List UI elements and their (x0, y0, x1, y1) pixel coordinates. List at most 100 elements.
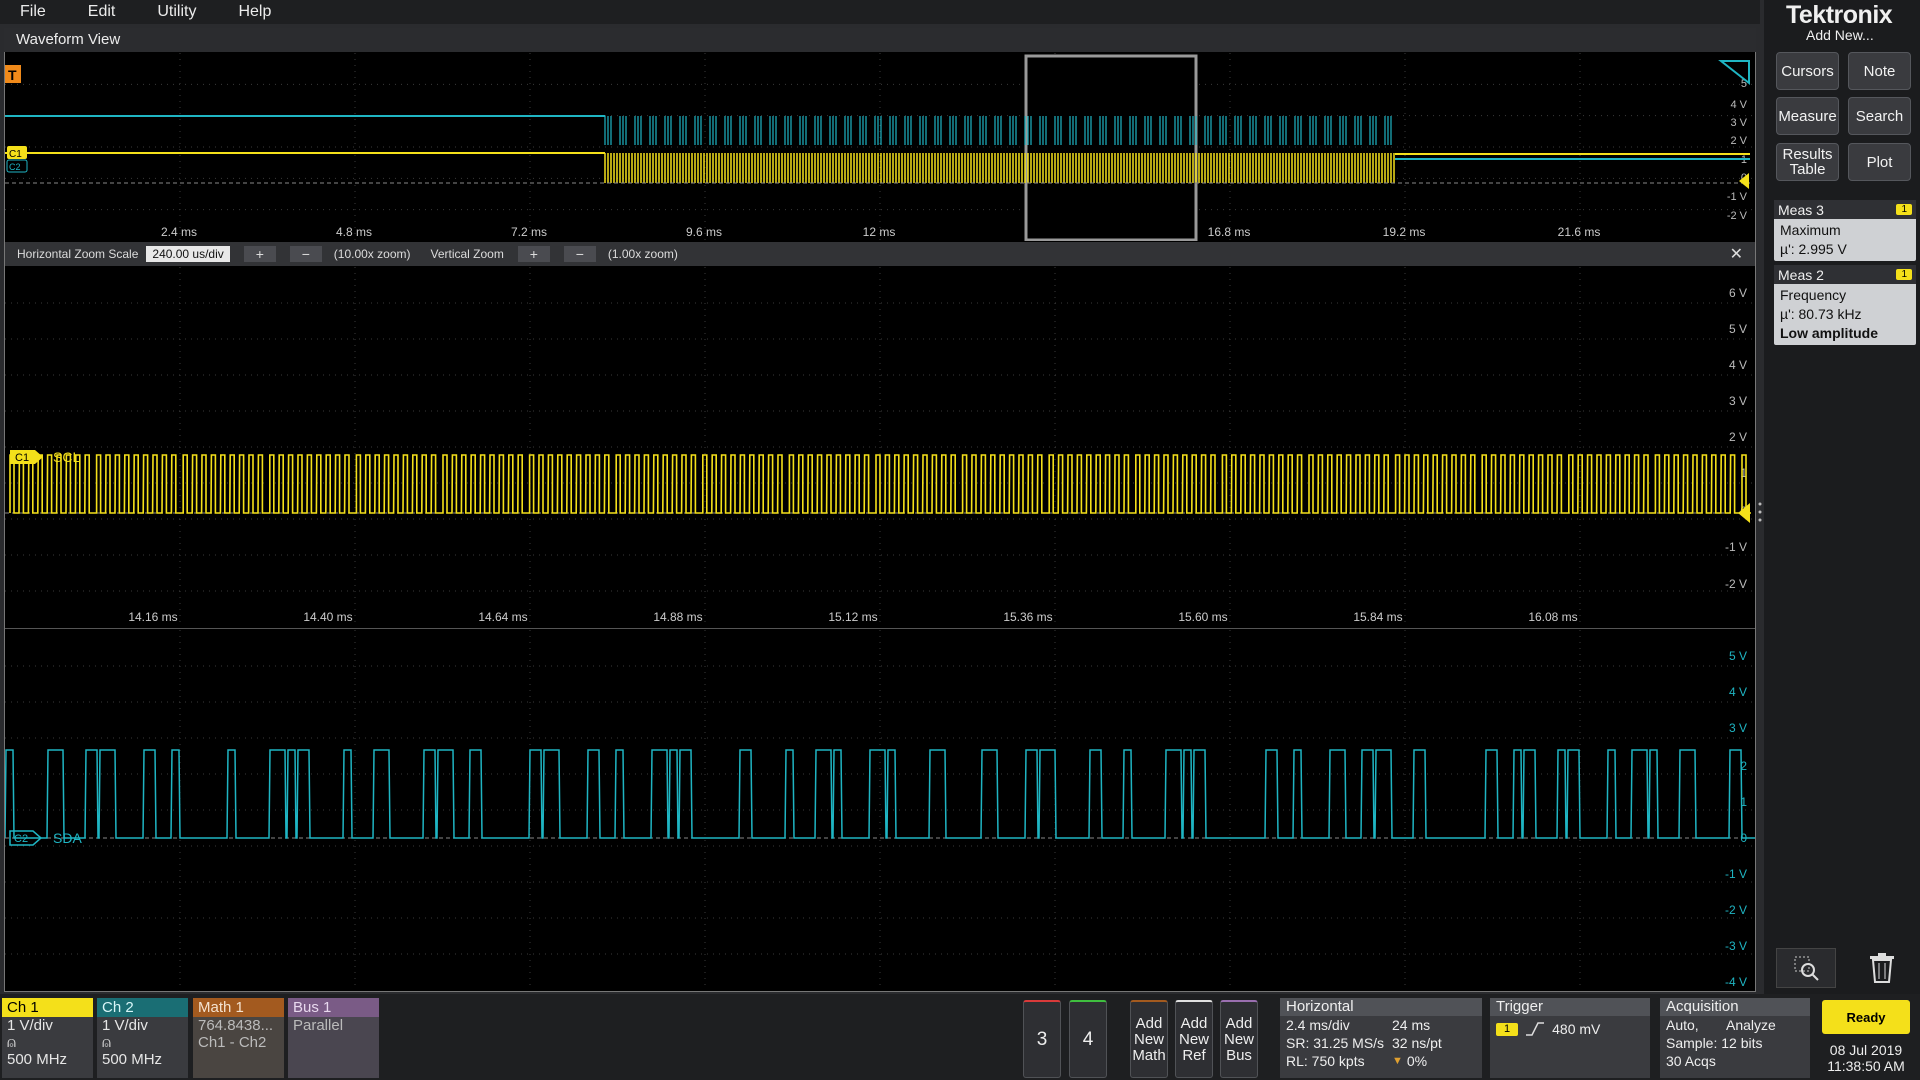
add-bus-l2: New (1223, 1030, 1254, 1048)
acquisition-title: Acquisition (1660, 998, 1810, 1016)
meas3-source-badge: 1 (1896, 204, 1912, 215)
meas3-type: Maximum (1780, 222, 1841, 238)
zoom-tool-button[interactable] (1776, 948, 1836, 988)
ready-status[interactable]: Ready (1822, 1000, 1910, 1034)
math1-expression: Ch1 - Ch2 (198, 1034, 267, 1051)
math1-badge[interactable]: Math 1 764.8438... Ch1 - Ch2 (193, 998, 284, 1078)
sda-name-label: SDA (53, 830, 82, 846)
overview-time-tick: 21.6 ms (1558, 225, 1601, 239)
acquisition-count: 30 Acqs (1666, 1053, 1716, 1069)
scl-volt-tick: 6 V (1729, 286, 1747, 300)
date-display: 08 Jul 2019 (1829, 1042, 1903, 1058)
overview-ch2-marker-label: C2 (9, 162, 21, 172)
scl-name-label: SCL (53, 449, 80, 465)
datetime: 08 Jul 2019 11:38:50 AM (1822, 1042, 1910, 1074)
ch4-button[interactable]: 4 (1069, 1000, 1107, 1078)
close-zoom-icon[interactable]: ✕ (1729, 246, 1743, 263)
ch1-badge[interactable]: Ch 1 1 V/div ⍝ 500 MHz (2, 998, 93, 1078)
trigger-panel[interactable]: Trigger 1 480 mV (1490, 998, 1650, 1078)
menu-bar: File Edit Utility Help (0, 0, 1760, 24)
overview-time-tick: 7.2 ms (511, 225, 547, 239)
sda-volt-tick: -4 V (1725, 975, 1747, 989)
scl-time-tick: 15.84 ms (1353, 610, 1402, 624)
measure-button[interactable]: Measure (1776, 97, 1839, 135)
menu-file[interactable]: File (20, 3, 46, 20)
add-new-ref-button[interactable]: Add New Ref (1175, 1000, 1213, 1078)
math1-title: Math 1 (193, 998, 284, 1017)
menu-help[interactable]: Help (238, 3, 272, 20)
sda-channel-marker-label: C2 (14, 833, 28, 845)
menu-utility[interactable]: Utility (157, 3, 197, 20)
bus1-title: Bus 1 (288, 998, 379, 1017)
overview-time-tick: 4.8 ms (336, 225, 372, 239)
note-button[interactable]: Note (1848, 52, 1911, 90)
meas2-value: µ': 80.73 kHz (1780, 306, 1862, 322)
meas2-warning: Low amplitude (1780, 325, 1878, 341)
add-new-math-button[interactable]: Add New Math (1130, 1000, 1168, 1078)
add-ref-l2: New (1178, 1030, 1209, 1048)
overview-time-tick: 9.6 ms (686, 225, 722, 239)
scl-time-tick: 14.40 ms (303, 610, 352, 624)
meas3-badge[interactable]: Meas 3 1 Maximum µ': 2.995 V (1774, 200, 1916, 261)
plot-button[interactable]: Plot (1848, 143, 1911, 181)
meas2-title: Meas 2 (1778, 266, 1824, 283)
zoom-toolbar: Horizontal Zoom Scale 240.00 us/div + − … (5, 242, 1755, 266)
menu-edit[interactable]: Edit (87, 3, 116, 20)
horizontal-panel[interactable]: Horizontal 2.4 ms/div 24 ms SR: 31.25 MS/… (1280, 998, 1482, 1078)
hzoom-scale-label: Horizontal Zoom Scale (17, 247, 139, 261)
math1-value: 764.8438... (198, 1017, 274, 1034)
acquisition-mode: Auto, (1666, 1017, 1699, 1033)
overview-volt-tick: 3 V (1730, 117, 1747, 129)
time-display: 11:38:50 AM (1827, 1058, 1905, 1074)
acquisition-panel[interactable]: Acquisition Auto, Analyze Sample: 12 bits… (1660, 998, 1810, 1078)
acquisition-analyze: Analyze (1726, 1017, 1776, 1033)
vzoom-minus-button[interactable]: − (563, 246, 596, 262)
overview-ch2-burst (604, 116, 1392, 145)
bus1-badge[interactable]: Bus 1 Parallel (288, 998, 379, 1078)
sda-volt-tick: 1 (1740, 795, 1747, 809)
overview-ch2-marker (6, 159, 28, 173)
add-new-bus-button[interactable]: Add New Bus (1220, 1000, 1258, 1078)
horizontal-position: 24 ms (1392, 1017, 1431, 1033)
time-per-point: 32 ns/pt (1392, 1035, 1442, 1051)
cursors-button[interactable]: Cursors (1776, 52, 1839, 90)
scl-trigger-level-arrow (1738, 503, 1750, 523)
scl-volt-tick: 2 V (1729, 430, 1747, 444)
scl-volt-tick: -1 V (1725, 540, 1747, 554)
meas2-type: Frequency (1780, 287, 1847, 303)
sda-volt-tick: -1 V (1725, 867, 1747, 881)
hzoom-minus-button[interactable]: − (289, 246, 322, 262)
delete-button[interactable] (1862, 948, 1902, 988)
plot-separator (5, 628, 1755, 629)
add-bus-l1: Add (1225, 1014, 1253, 1032)
horizontal-scale: 2.4 ms/div (1286, 1017, 1350, 1033)
vzoom-plus-button[interactable]: + (517, 246, 550, 262)
trigger-position: 0% (1406, 1053, 1428, 1069)
add-bus-l3: Bus (1226, 1046, 1252, 1064)
sda-volt-tick: 4 V (1729, 685, 1747, 699)
search-button[interactable]: Search (1848, 97, 1911, 135)
trigger-marker-label: T (8, 67, 17, 83)
sda-volt-tick: -2 V (1725, 903, 1747, 917)
ch2-badge[interactable]: Ch 2 1 V/div ⍝ 500 MHz (97, 998, 188, 1078)
scl-time-tick: 14.64 ms (478, 610, 527, 624)
results-table-button[interactable]: Results Table (1776, 143, 1839, 181)
ch3-button[interactable]: 3 (1023, 1000, 1061, 1078)
overview-volt-tick: -2 V (1727, 210, 1748, 222)
overview-time-tick: 19.2 ms (1383, 225, 1426, 239)
sidebar-resize-handle[interactable] (1758, 500, 1762, 524)
overview-ch1-marker-label: C1 (9, 149, 22, 160)
overview-volt-tick: 2 V (1730, 135, 1747, 147)
overview-time-tick: 12 ms (863, 225, 896, 239)
meas2-badge[interactable]: Meas 2 1 Frequency µ': 80.73 kHz Low ampl… (1774, 265, 1916, 345)
hzoom-scale-input[interactable]: 240.00 us/div (146, 246, 230, 262)
add-math-l3: Math (1132, 1046, 1166, 1064)
ch1-probe-icon: ⍝ (7, 1034, 17, 1051)
scl-time-tick: 14.16 ms (128, 610, 177, 624)
hzoom-plus-button[interactable]: + (243, 246, 276, 262)
scl-time-tick: 14.88 ms (653, 610, 702, 624)
